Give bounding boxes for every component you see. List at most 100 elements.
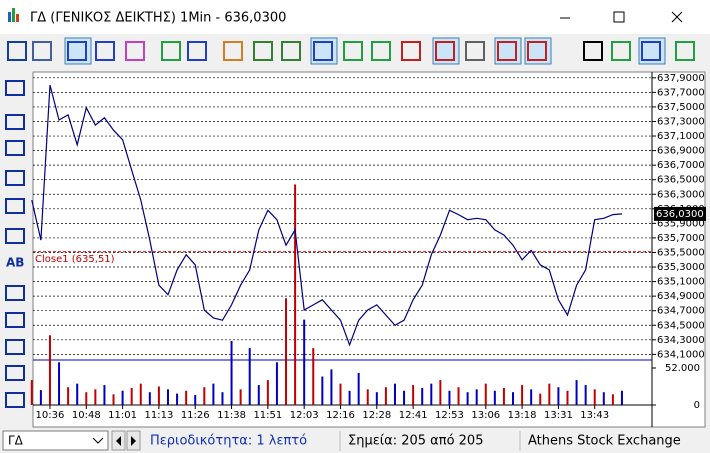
- title-bar: [0, 0, 710, 34]
- toolbar-button[interactable]: [253, 41, 273, 61]
- volume-bar: [348, 390, 351, 405]
- x-tick-label: 13:43: [580, 410, 609, 421]
- volume-bar: [457, 387, 460, 405]
- volume-bar: [30, 380, 33, 405]
- symbol-text: ΓΔ: [8, 434, 24, 448]
- volume-bar: [566, 390, 569, 405]
- volume-bar: [312, 348, 315, 405]
- x-tick-label: 12:28: [362, 410, 391, 421]
- volume-bar: [221, 392, 224, 405]
- x-tick-label: 11:38: [217, 410, 246, 421]
- volume-bar: [584, 385, 587, 405]
- toolbar-button[interactable]: [313, 41, 333, 61]
- volume-bar: [39, 390, 42, 405]
- text-tool[interactable]: ΑΒ: [6, 256, 24, 270]
- toolbar-button[interactable]: [7, 41, 27, 61]
- draw-tool[interactable]: [5, 392, 25, 408]
- x-tick-label: 12:03: [290, 410, 319, 421]
- y-tick-label: 634,1000: [657, 349, 705, 360]
- toolbar-button[interactable]: [435, 41, 455, 61]
- y-tick-label: 637,9000: [657, 73, 705, 84]
- x-tick-label: 10:36: [36, 410, 65, 421]
- draw-tool[interactable]: [5, 80, 25, 96]
- volume-bar: [130, 387, 133, 405]
- volume-bar: [466, 392, 469, 405]
- volume-bar: [157, 386, 160, 405]
- toolbar-button[interactable]: [583, 41, 603, 61]
- x-tick-label: 12:41: [399, 410, 428, 421]
- volume-bar: [611, 394, 614, 405]
- volume-bar: [602, 392, 605, 405]
- toolbar-button[interactable]: [32, 41, 52, 61]
- y-tick-label: 634,7000: [657, 306, 705, 317]
- x-tick-label: 13:18: [508, 410, 537, 421]
- y-tick-label: 636,7000: [657, 160, 705, 171]
- volume-bar: [203, 387, 206, 405]
- close-button[interactable]: [671, 11, 683, 23]
- draw-tool[interactable]: [5, 339, 25, 355]
- toolbar-button[interactable]: [343, 41, 363, 61]
- maximize-button[interactable]: [613, 11, 625, 23]
- volume-bar: [593, 389, 596, 405]
- volume-bar: [421, 387, 424, 405]
- volume-bar: [185, 390, 188, 405]
- volume-bar: [366, 389, 369, 405]
- toolbar-button[interactable]: [95, 41, 115, 61]
- reference-label: Close1 (635,51): [35, 254, 115, 265]
- y-tick-label: 637,1000: [657, 131, 705, 142]
- draw-tool[interactable]: [5, 114, 25, 130]
- toolbar-button[interactable]: [371, 41, 391, 61]
- toolbar-button[interactable]: [527, 41, 547, 61]
- y-tick-label: 635,5000: [657, 247, 705, 258]
- toolbar-button[interactable]: [125, 41, 145, 61]
- toolbar-button[interactable]: [675, 41, 695, 61]
- draw-tool[interactable]: [5, 285, 25, 301]
- volume-bar: [103, 385, 106, 405]
- y-tick-label: 634,9000: [657, 291, 705, 302]
- draw-tool[interactable]: [5, 365, 25, 381]
- volume-bar: [439, 380, 442, 405]
- volume-bar: [548, 383, 551, 405]
- volume-bar: [121, 390, 124, 405]
- draw-tool[interactable]: [5, 170, 25, 186]
- toolbar-button[interactable]: [223, 41, 243, 61]
- app-icon: [8, 8, 19, 22]
- volume-bar: [76, 383, 79, 405]
- last-price-label: 636,0300: [656, 209, 704, 220]
- draw-tool[interactable]: [5, 140, 25, 156]
- toolbar-button[interactable]: [611, 41, 631, 61]
- y2-tick-label: 52.000: [665, 363, 700, 374]
- combo-arrow[interactable]: [92, 437, 104, 444]
- toolbar-button[interactable]: [465, 41, 485, 61]
- y-tick-label: 635,3000: [657, 262, 705, 273]
- toolbar: [7, 37, 695, 65]
- draw-tool[interactable]: [5, 228, 25, 244]
- volume-bar: [285, 298, 288, 405]
- volume-bar: [248, 348, 251, 405]
- y-tick-label: 636,5000: [657, 175, 705, 186]
- last-price-box: [654, 206, 706, 221]
- volume-bar: [339, 383, 342, 405]
- price-line: [31, 84, 623, 347]
- volume-bar: [557, 387, 560, 405]
- toolbar-button[interactable]: [67, 41, 87, 61]
- chart-area: [32, 71, 706, 428]
- toolbar-button[interactable]: [641, 41, 661, 61]
- volume-bar: [303, 319, 306, 405]
- toolbar-button[interactable]: [281, 41, 301, 61]
- volume-bar: [384, 387, 387, 405]
- draw-tool[interactable]: [5, 312, 25, 328]
- toolbar-button[interactable]: [161, 41, 181, 61]
- toolbar-button[interactable]: [401, 41, 421, 61]
- symbol-combo[interactable]: [2, 430, 109, 451]
- volume-bar: [148, 392, 151, 405]
- volume-bar: [58, 362, 61, 405]
- x-tick-label: 13:31: [544, 410, 573, 421]
- toolbar-button[interactable]: [187, 41, 207, 61]
- toolbar-button[interactable]: [497, 41, 517, 61]
- draw-tool[interactable]: [5, 198, 25, 214]
- period-text: Περιοδικότητα: 1 λεπτό: [150, 434, 307, 449]
- volume-bar: [493, 390, 496, 405]
- x-tick-label: 11:26: [181, 410, 210, 421]
